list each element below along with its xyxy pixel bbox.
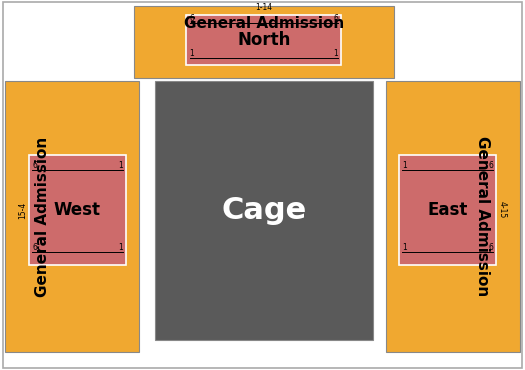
Text: General Admission: General Admission xyxy=(35,136,50,297)
Text: 1: 1 xyxy=(118,161,123,170)
Bar xyxy=(399,155,496,265)
Bar xyxy=(29,155,126,265)
Text: 6: 6 xyxy=(488,161,493,170)
Bar xyxy=(386,81,520,352)
Text: 1: 1 xyxy=(333,49,338,58)
Text: 6: 6 xyxy=(488,243,493,252)
Text: 4-15: 4-15 xyxy=(498,201,507,219)
Text: Cage: Cage xyxy=(221,196,307,225)
Text: 1-14: 1-14 xyxy=(255,3,272,12)
Text: 6: 6 xyxy=(333,14,338,23)
Text: North: North xyxy=(237,31,290,49)
Bar xyxy=(155,81,373,340)
Text: West: West xyxy=(54,201,101,219)
Text: 6: 6 xyxy=(190,14,194,23)
Text: East: East xyxy=(427,201,468,219)
Text: General Admission: General Admission xyxy=(475,136,490,297)
Bar xyxy=(134,6,394,78)
Text: General Admission: General Admission xyxy=(184,16,344,31)
Bar xyxy=(186,15,341,65)
Text: 1: 1 xyxy=(402,161,407,170)
Text: 1: 1 xyxy=(190,49,194,58)
Text: 6: 6 xyxy=(32,161,37,170)
Text: 6: 6 xyxy=(32,243,37,252)
Bar xyxy=(5,81,139,352)
Text: 1: 1 xyxy=(402,243,407,252)
Text: 15-4: 15-4 xyxy=(18,201,27,219)
Text: 1: 1 xyxy=(118,243,123,252)
